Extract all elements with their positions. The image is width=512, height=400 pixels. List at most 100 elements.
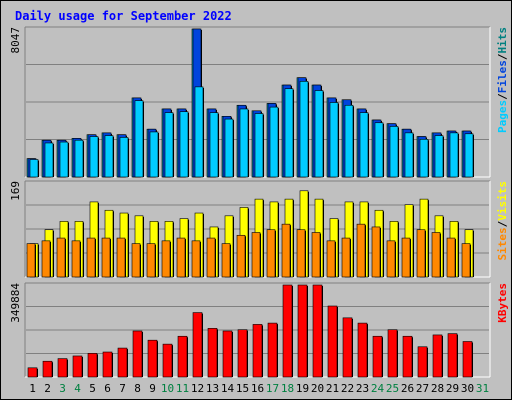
- bar-sites: [236, 234, 246, 278]
- bar-sites: [161, 240, 171, 278]
- bar-sites: [431, 232, 441, 278]
- bar-pages: [164, 112, 174, 178]
- panel-ymax-label: 169: [9, 181, 22, 201]
- day-axis: 1 2 3 4 5 6 7 8 9 10 11 12 13 14 15 16 17 18 19 20 21 22 23 24 2…: [29, 382, 489, 395]
- bar-sites: [416, 229, 426, 278]
- legend-entry: Hits: [496, 27, 509, 54]
- bar-sites: [446, 237, 456, 278]
- day-label: 1: [29, 382, 36, 395]
- panel-ymax-label: 349884: [9, 283, 22, 323]
- bar-pages: [344, 104, 354, 178]
- bar-pages: [44, 142, 54, 178]
- bar-sites: [341, 237, 351, 278]
- bar-pages: [119, 137, 129, 178]
- day-label: 12: [191, 382, 204, 395]
- bar-sites: [296, 229, 306, 278]
- day-label: 11: [176, 382, 189, 395]
- panel-visits-sites: 169 Sites/Visits: [9, 180, 509, 278]
- bar-sites: [356, 223, 366, 278]
- legend-entry: Visits: [496, 181, 509, 221]
- bar-kbytes: [267, 322, 278, 378]
- bar-kbytes: [177, 335, 188, 378]
- bar-kbytes: [207, 328, 218, 378]
- bar-sites: [116, 237, 126, 278]
- bar-kbytes: [297, 284, 308, 378]
- bar-sites: [26, 243, 36, 278]
- bar-kbytes: [42, 360, 53, 378]
- legend-entry: KBytes: [496, 283, 509, 323]
- day-label: 9: [149, 382, 156, 395]
- day-label: 6: [104, 382, 111, 395]
- bar-pages: [29, 159, 39, 178]
- bar-sites: [56, 237, 66, 278]
- bar-kbytes: [282, 284, 293, 378]
- day-label: 28: [431, 382, 444, 395]
- bar-pages: [314, 90, 324, 178]
- day-label: 8: [134, 382, 141, 395]
- bar-sites: [41, 240, 51, 278]
- legend-entry: /: [496, 53, 509, 60]
- day-label: 27: [416, 382, 429, 395]
- bar-pages: [209, 112, 219, 178]
- bar-kbytes: [72, 355, 83, 378]
- bar-kbytes: [387, 329, 398, 378]
- chart-panels: 8047Pages/Files/Hits169Sites/Visits34988…: [9, 26, 509, 378]
- day-label: 14: [221, 382, 235, 395]
- bar-kbytes: [192, 312, 203, 378]
- day-label: 4: [74, 382, 81, 395]
- bar-kbytes: [237, 329, 248, 378]
- bar-kbytes: [147, 339, 158, 378]
- bar-kbytes: [312, 284, 323, 378]
- legend-entry: Files: [496, 60, 509, 93]
- bar-sites: [326, 240, 336, 278]
- bar-kbytes: [117, 347, 128, 378]
- bar-pages: [464, 133, 474, 178]
- bar-pages: [374, 122, 384, 178]
- bar-kbytes: [342, 317, 353, 378]
- bar-kbytes: [447, 333, 458, 378]
- day-label: 30: [461, 382, 474, 395]
- day-label: 23: [356, 382, 369, 395]
- bar-sites: [206, 237, 216, 278]
- day-label: 25: [386, 382, 399, 395]
- bar-sites: [461, 243, 471, 278]
- day-label: 3: [59, 382, 66, 395]
- panel-legend: Pages/Files/Hits: [496, 27, 509, 133]
- day-label: 10: [161, 382, 174, 395]
- bar-pages: [104, 135, 114, 178]
- bar-sites: [251, 232, 261, 278]
- bar-pages: [329, 102, 339, 178]
- bar-sites: [401, 237, 411, 278]
- day-label: 18: [281, 382, 294, 395]
- bar-kbytes: [372, 335, 383, 378]
- bar-kbytes: [162, 343, 173, 378]
- bar-sites: [311, 232, 321, 278]
- bar-kbytes: [87, 353, 98, 378]
- day-label: 16: [251, 382, 264, 395]
- day-label: 15: [236, 382, 249, 395]
- bar-kbytes: [27, 367, 38, 378]
- bar-sites: [386, 240, 396, 278]
- legend-entry: Sites: [496, 227, 509, 260]
- bar-kbytes: [357, 322, 368, 378]
- bar-pages: [194, 86, 204, 178]
- bar-kbytes: [252, 324, 263, 378]
- chart-title: Daily usage for September 2022: [15, 9, 232, 23]
- day-label: 31: [476, 382, 489, 395]
- day-label: 24: [371, 382, 385, 395]
- panel-kbytes: 349884 KBytes: [9, 282, 509, 378]
- day-label: 20: [311, 382, 324, 395]
- day-label: 5: [89, 382, 96, 395]
- bar-pages: [59, 141, 69, 178]
- bar-pages: [419, 138, 429, 178]
- legend-entry: Pages: [496, 100, 509, 133]
- bar-sites: [191, 240, 201, 278]
- bar-sites: [371, 226, 381, 278]
- bar-sites: [86, 237, 96, 278]
- bar-pages: [299, 81, 309, 178]
- bar-pages: [449, 132, 459, 178]
- legend-entry: /: [496, 93, 509, 100]
- bar-pages: [239, 108, 249, 178]
